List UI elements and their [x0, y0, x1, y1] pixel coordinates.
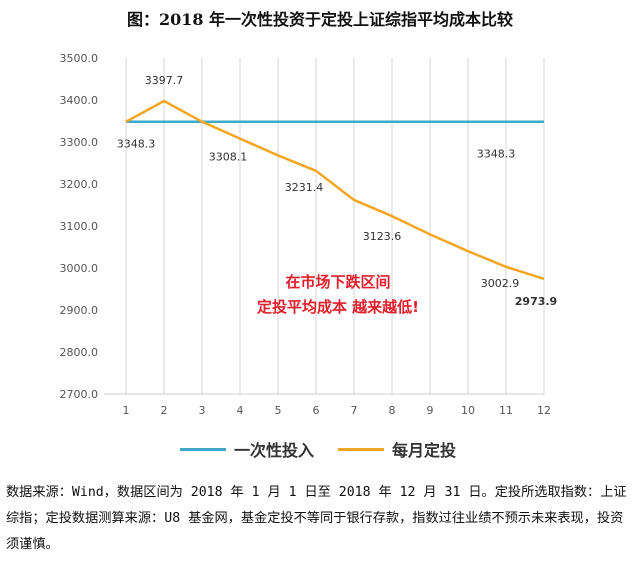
chart-title: 图：2018 年一次性投资于定投上证综指平均成本比较	[126, 10, 514, 29]
y-tick-label-8: 3500.0	[60, 52, 99, 65]
annotation-line-2: 定投平均成本 越来越低!	[257, 298, 419, 316]
x-tick-label-11: 11	[499, 404, 513, 417]
y-tick-label-7: 3400.0	[60, 94, 99, 107]
data-labels: 3348.3 3397.7 3308.1 3231.4 3123.6 3002.9 3348…	[117, 74, 557, 308]
x-tick-label-12: 12	[537, 404, 551, 417]
data-label-6: 3348.3	[477, 148, 516, 161]
data-label-3: 3231.4	[285, 181, 324, 194]
legend-label-monthly: 每月定投	[392, 441, 457, 460]
x-tick-label-4: 4	[237, 404, 244, 417]
data-label-5: 3002.9	[481, 277, 520, 290]
x-tick-label-10: 10	[461, 404, 475, 417]
series-lines	[125, 99, 545, 281]
x-tick-label-3: 3	[199, 404, 206, 417]
legend-swatch-lump-sum	[180, 447, 226, 451]
y-tick-label-5: 3200.0	[60, 178, 99, 191]
x-tick-label-1: 1	[123, 404, 130, 417]
series-line-monthly	[125, 99, 545, 281]
x-tick-label-9: 9	[427, 404, 434, 417]
legend-swatch-monthly	[338, 447, 384, 451]
legend: 一次性投入 每月定投	[0, 437, 640, 461]
line-chart: 2700.02800.02900.03000.03100.03200.03300…	[60, 52, 558, 417]
x-tick-label-6: 6	[313, 404, 320, 417]
data-label-7: 2973.9	[515, 295, 557, 308]
legend-item-lump-sum: 一次性投入	[180, 437, 314, 461]
grid-lines	[104, 58, 545, 395]
y-axis-ticks: 2700.0 2800.0 2900.0 3000.0 3100.0 3200.0 3300…	[60, 52, 99, 401]
x-tick-label-8: 8	[389, 404, 396, 417]
x-axis-ticks: 1 2 3 4 5 6 7 8 9 10 11 12	[123, 404, 552, 417]
y-tick-label-6: 3300.0	[60, 136, 99, 149]
annotation-line-1: 在市场下跌区间	[285, 273, 390, 291]
data-label-4: 3123.6	[363, 230, 402, 243]
legend-item-monthly: 每月定投	[338, 437, 456, 461]
y-tick-label-3: 3000.0	[60, 262, 99, 275]
x-tick-label-2: 2	[161, 404, 168, 417]
data-label-0: 3348.3	[117, 138, 156, 151]
x-tick-label-5: 5	[275, 404, 282, 417]
data-label-2: 3308.1	[209, 151, 248, 164]
y-tick-label-1: 2800.0	[60, 346, 99, 359]
y-tick-label-4: 3100.0	[60, 220, 99, 233]
data-label-1: 3397.7	[145, 74, 184, 87]
y-tick-label-2: 2900.0	[60, 304, 99, 317]
legend-label-lump-sum: 一次性投入	[234, 441, 315, 460]
source-note: 数据来源：Wind，数据区间为 2018 年 1 月 1 日至 2018 年 1…	[6, 485, 627, 552]
x-tick-label-7: 7	[351, 404, 358, 417]
y-tick-label-0: 2700.0	[60, 388, 99, 401]
